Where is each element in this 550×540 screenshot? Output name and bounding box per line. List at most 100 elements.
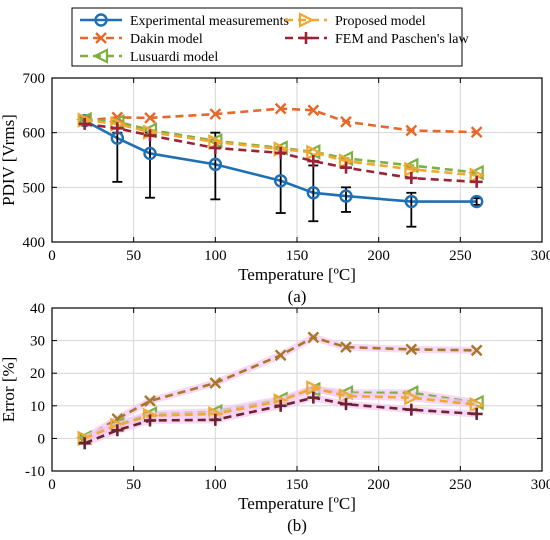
legend-entry-proposed-model: Proposed model	[285, 12, 426, 29]
data-point-stroke-2	[405, 124, 418, 137]
data-point-stroke-2	[340, 115, 352, 128]
data-point	[470, 407, 483, 420]
data-point	[209, 108, 222, 120]
data-point-stroke-2	[209, 108, 222, 120]
y-tick-label: 0	[38, 431, 46, 447]
x-tick-label: 250	[449, 477, 472, 493]
data-point-stroke-2	[144, 112, 156, 124]
y-axis-label: PDIV [Vrms]	[0, 114, 18, 206]
y-tick-label: 30	[30, 334, 45, 350]
x-tick-label: 0	[48, 248, 56, 264]
legend-label: FEM and Paschen's law	[335, 32, 469, 47]
legend-marker	[300, 32, 312, 44]
legend-label: Dakin model	[130, 32, 203, 47]
data-point	[144, 395, 156, 407]
legend: Experimental measurements Proposed model D…	[71, 7, 469, 67]
data-point	[307, 104, 320, 117]
legend-box	[71, 7, 463, 67]
x-axis-label: Temperature [ºC]	[238, 265, 356, 284]
x-tick-label: 0	[48, 477, 56, 493]
data-point	[405, 172, 418, 185]
x-tick-label: 150	[286, 477, 309, 493]
series-fem-and-paschen-s-law	[78, 391, 483, 450]
panel-label: (a)	[288, 287, 307, 306]
data-point	[340, 161, 352, 174]
y-tick-label: 600	[23, 126, 46, 142]
data-point	[209, 413, 222, 426]
y-tick-label: 10	[30, 399, 45, 415]
data-point-stroke-2	[274, 102, 287, 115]
data-point-stroke-2	[209, 377, 222, 389]
data-point-stroke-2	[307, 331, 320, 344]
data-point	[274, 349, 287, 362]
data-point	[469, 397, 486, 413]
legend-marker	[92, 48, 109, 64]
data-point	[274, 146, 287, 159]
data-point	[340, 398, 352, 411]
panel-label: (b)	[287, 516, 307, 535]
data-point-stroke-2	[405, 343, 418, 356]
data-point	[404, 389, 420, 406]
data-point	[470, 126, 483, 138]
data-point	[470, 175, 483, 188]
legend-entry-experimental-measurements: Experimental measurements	[80, 13, 289, 29]
data-point-stroke-2	[470, 126, 483, 138]
legend-label: Lusuardi model	[130, 50, 218, 65]
data-point	[405, 403, 418, 416]
legend-marker	[94, 13, 108, 27]
y-tick-label: 700	[23, 71, 46, 87]
data-point	[307, 391, 320, 404]
data-point	[209, 377, 222, 389]
legend-marker	[298, 12, 315, 28]
data-point	[274, 102, 287, 115]
x-tick-label: 300	[531, 248, 550, 264]
legend-entry-dakin-model: Dakin model	[80, 32, 203, 47]
x-tick-label: 250	[449, 248, 472, 264]
data-point	[405, 124, 418, 137]
y-tick-label: -10	[25, 464, 45, 480]
x-tick-label: 300	[531, 477, 550, 493]
data-point	[307, 331, 320, 344]
data-point	[144, 129, 156, 142]
y-axis-label: Error [%]	[0, 357, 18, 423]
series-fem-and-paschen-s-law	[78, 117, 483, 188]
data-point	[340, 341, 352, 353]
legend-marker-stroke-2	[95, 32, 107, 44]
data-point	[404, 194, 419, 209]
y-tick-label: 20	[30, 366, 45, 382]
x-tick-label: 100	[204, 248, 227, 264]
x-tick-label: 200	[367, 477, 390, 493]
data-point	[274, 399, 287, 412]
y-tick-label: 40	[30, 301, 45, 317]
y-tick-label: 400	[23, 235, 46, 251]
data-point-stroke-2	[340, 341, 352, 353]
x-tick-label: 100	[204, 477, 227, 493]
y-tick-label: 500	[23, 180, 46, 196]
x-tick-label: 50	[126, 477, 141, 493]
data-point-stroke-2	[144, 395, 156, 407]
data-point	[209, 141, 222, 154]
panel-b-chart: 0 50 100 150 200 250 300-10010203040Temperatur…	[0, 301, 550, 535]
data-point	[111, 424, 124, 437]
data-point-stroke-2	[307, 104, 320, 117]
data-point	[339, 189, 353, 203]
series-experimental-measurements	[77, 113, 484, 228]
x-axis-label: Temperature [ºC]	[238, 494, 356, 513]
x-tick-label: 150	[286, 248, 309, 264]
error-bar	[406, 191, 417, 228]
legend-label: Experimental measurements	[130, 14, 289, 29]
error-bar	[145, 131, 155, 199]
x-tick-label: 200	[367, 248, 390, 264]
data-point	[111, 122, 124, 135]
data-point	[405, 343, 418, 356]
data-point	[470, 344, 483, 357]
data-point	[208, 157, 223, 172]
data-point	[469, 194, 484, 209]
data-point-stroke-2	[274, 349, 287, 362]
data-point	[306, 380, 322, 396]
legend-entry-fem-and-paschen-s-law: FEM and Paschen's law	[285, 32, 469, 47]
data-point-stroke-2	[470, 344, 483, 357]
data-point	[78, 117, 91, 130]
data-point	[468, 394, 484, 411]
panel-a-chart: 0 50 100 150 200 250 300 400 500 600 700 Temperatur…	[0, 71, 550, 306]
